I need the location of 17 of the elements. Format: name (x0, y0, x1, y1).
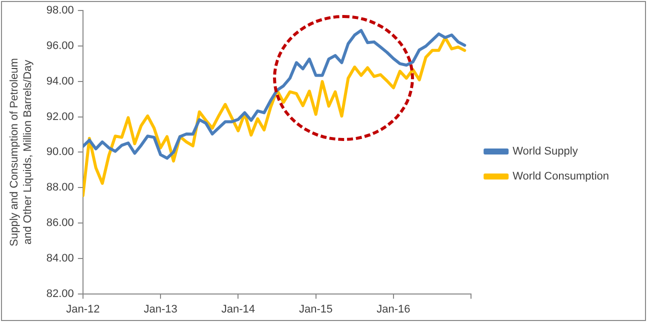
legend-label: World Supply (512, 146, 578, 158)
y-tick-label: 92.00 (46, 110, 74, 123)
y-tick-label: 90.00 (46, 146, 74, 158)
y-tick-label: 84.00 (46, 252, 74, 264)
y-tick-label: 82.00 (46, 288, 74, 300)
y-tick-label: 96.00 (46, 40, 74, 52)
x-tick-label: Jan-16 (376, 303, 410, 316)
x-tick-label: Jan-13 (144, 303, 178, 316)
x-tick-label: Jan-15 (299, 303, 333, 316)
x-tick-label: Jan-14 (221, 303, 256, 316)
y-tick-label: 98.00 (46, 4, 74, 17)
y-tick-label: 86.00 (46, 217, 74, 230)
y-tick-label: 94.00 (46, 75, 74, 88)
x-tick-label: Jan-12 (66, 303, 100, 316)
legend-label: World Consumption (512, 170, 610, 183)
y-axis-title: Supply and Consumption of Petroleum and Other Liquids, Million Barrels/Day (8, 58, 34, 246)
y-tick-label: 88.00 (46, 182, 74, 194)
